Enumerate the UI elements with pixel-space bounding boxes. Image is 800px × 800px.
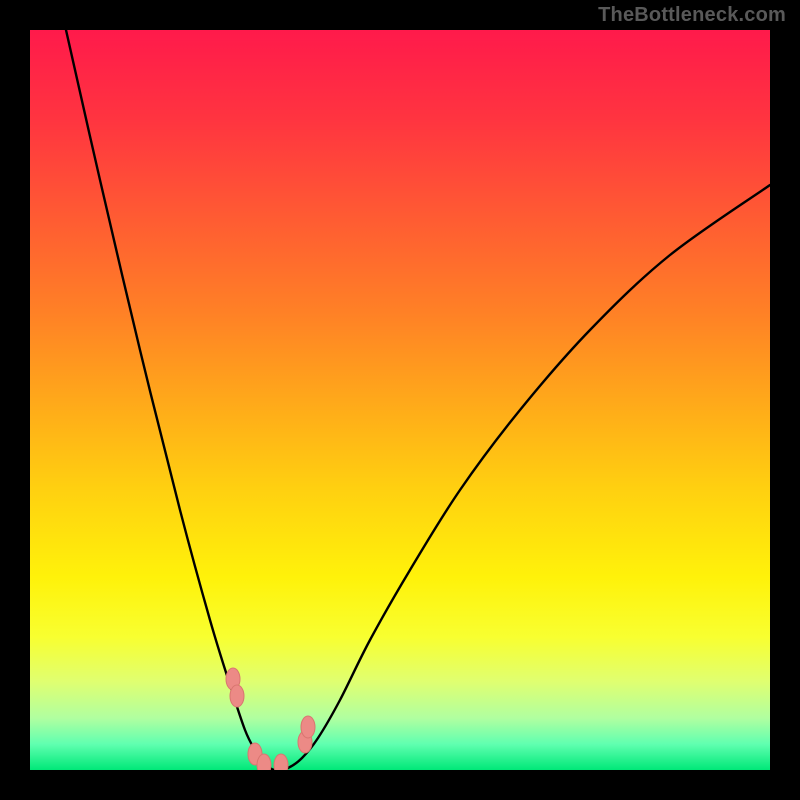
bottleneck-curve <box>66 30 770 770</box>
marker-point <box>274 754 288 770</box>
watermark-text: TheBottleneck.com <box>598 4 786 27</box>
salmon-markers <box>226 668 315 770</box>
plot-area <box>30 30 770 770</box>
marker-point <box>257 754 271 770</box>
marker-point <box>301 716 315 738</box>
marker-point <box>230 685 244 707</box>
bottleneck-curve-layer <box>30 30 770 770</box>
